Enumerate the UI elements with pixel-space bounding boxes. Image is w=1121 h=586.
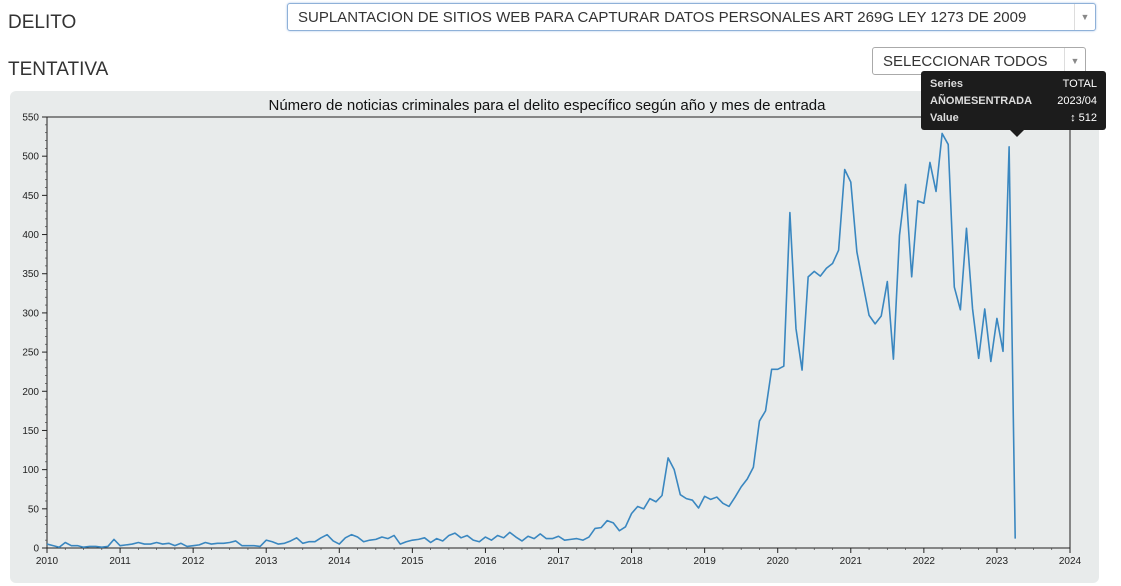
x-tick-label: 2021 (840, 556, 863, 567)
up-down-arrow-icon: ↕ (1070, 112, 1076, 124)
tentativa-select-value: SELECCIONAR TODOS (883, 53, 1048, 70)
chart-tooltip: Series TOTAL AÑOMESENTRADA 2023/04 Value… (921, 71, 1106, 137)
tentativa-select[interactable]: SELECCIONAR TODOS ▼ (872, 47, 1086, 75)
tooltip-value-row: Value ↕ 512 (930, 110, 1097, 127)
tooltip-series-label: Series (930, 78, 964, 90)
y-tick-label: 400 (22, 230, 39, 241)
x-tick-label: 2020 (767, 556, 790, 567)
x-tick-label: 2010 (36, 556, 59, 567)
x-tick-label: 2014 (328, 556, 351, 567)
delito-label: DELITO (8, 12, 77, 33)
y-tick-label: 150 (22, 426, 39, 437)
tooltip-value-label: Value (930, 112, 959, 124)
tentativa-label: TENTATIVA (8, 59, 109, 80)
x-tick-label: 2011 (109, 556, 131, 567)
series-line-total[interactable] (46, 132, 1016, 549)
y-tick-label: 200 (22, 387, 39, 398)
y-tick-label: 350 (22, 269, 39, 280)
y-tick-label: 450 (22, 191, 39, 202)
chart-axes (46, 116, 1071, 549)
x-tick-label: 2022 (913, 556, 936, 567)
y-tick-label: 50 (28, 504, 40, 515)
delito-select-value: SUPLANTACION DE SITIOS WEB PARA CAPTURAR… (298, 9, 1027, 26)
chart-title: Número de noticias criminales para el de… (269, 97, 827, 114)
x-tick-label: 2012 (182, 556, 205, 567)
x-tick-label: 2015 (401, 556, 424, 567)
chevron-down-icon[interactable]: ▼ (1064, 48, 1085, 74)
series-points (47, 133, 1015, 547)
x-tick-label: 2016 (474, 556, 497, 567)
tooltip-series-value: TOTAL (1062, 78, 1097, 90)
line-chart: Número de noticias criminales para el de… (22, 97, 1081, 568)
delito-select[interactable]: SUPLANTACION DE SITIOS WEB PARA CAPTURAR… (287, 3, 1096, 31)
tooltip-x-value: 2023/04 (1057, 95, 1097, 107)
tooltip-x-row: AÑOMESENTRADA 2023/04 (930, 93, 1097, 110)
x-tick-label: 2024 (1059, 556, 1082, 567)
chart-ticks: 0 50 100 150 200 250 300 350 400 450 500 550 2010 201… (22, 113, 1081, 568)
y-tick-label: 300 (22, 308, 39, 319)
tooltip-caret (1010, 130, 1024, 137)
y-tick-label: 0 (33, 544, 39, 555)
x-tick-label: 2019 (694, 556, 717, 567)
y-tick-label: 550 (22, 113, 39, 124)
x-tick-label: 2023 (986, 556, 1009, 567)
tooltip-series-row: Series TOTAL (930, 76, 1097, 93)
tooltip-value-value: ↕ 512 (1070, 110, 1097, 127)
y-tick-label: 250 (22, 348, 39, 359)
chevron-down-icon[interactable]: ▼ (1074, 4, 1095, 30)
y-tick-label: 100 (22, 465, 39, 476)
tooltip-value-number: 512 (1078, 112, 1097, 124)
chart-panel: Número de noticias criminales para el de… (10, 91, 1099, 583)
x-tick-label: 2018 (620, 556, 643, 567)
y-tick-label: 500 (22, 152, 39, 163)
tooltip-x-label: AÑOMESENTRADA (930, 95, 1033, 107)
x-tick-label: 2017 (547, 556, 570, 567)
x-tick-label: 2013 (255, 556, 278, 567)
